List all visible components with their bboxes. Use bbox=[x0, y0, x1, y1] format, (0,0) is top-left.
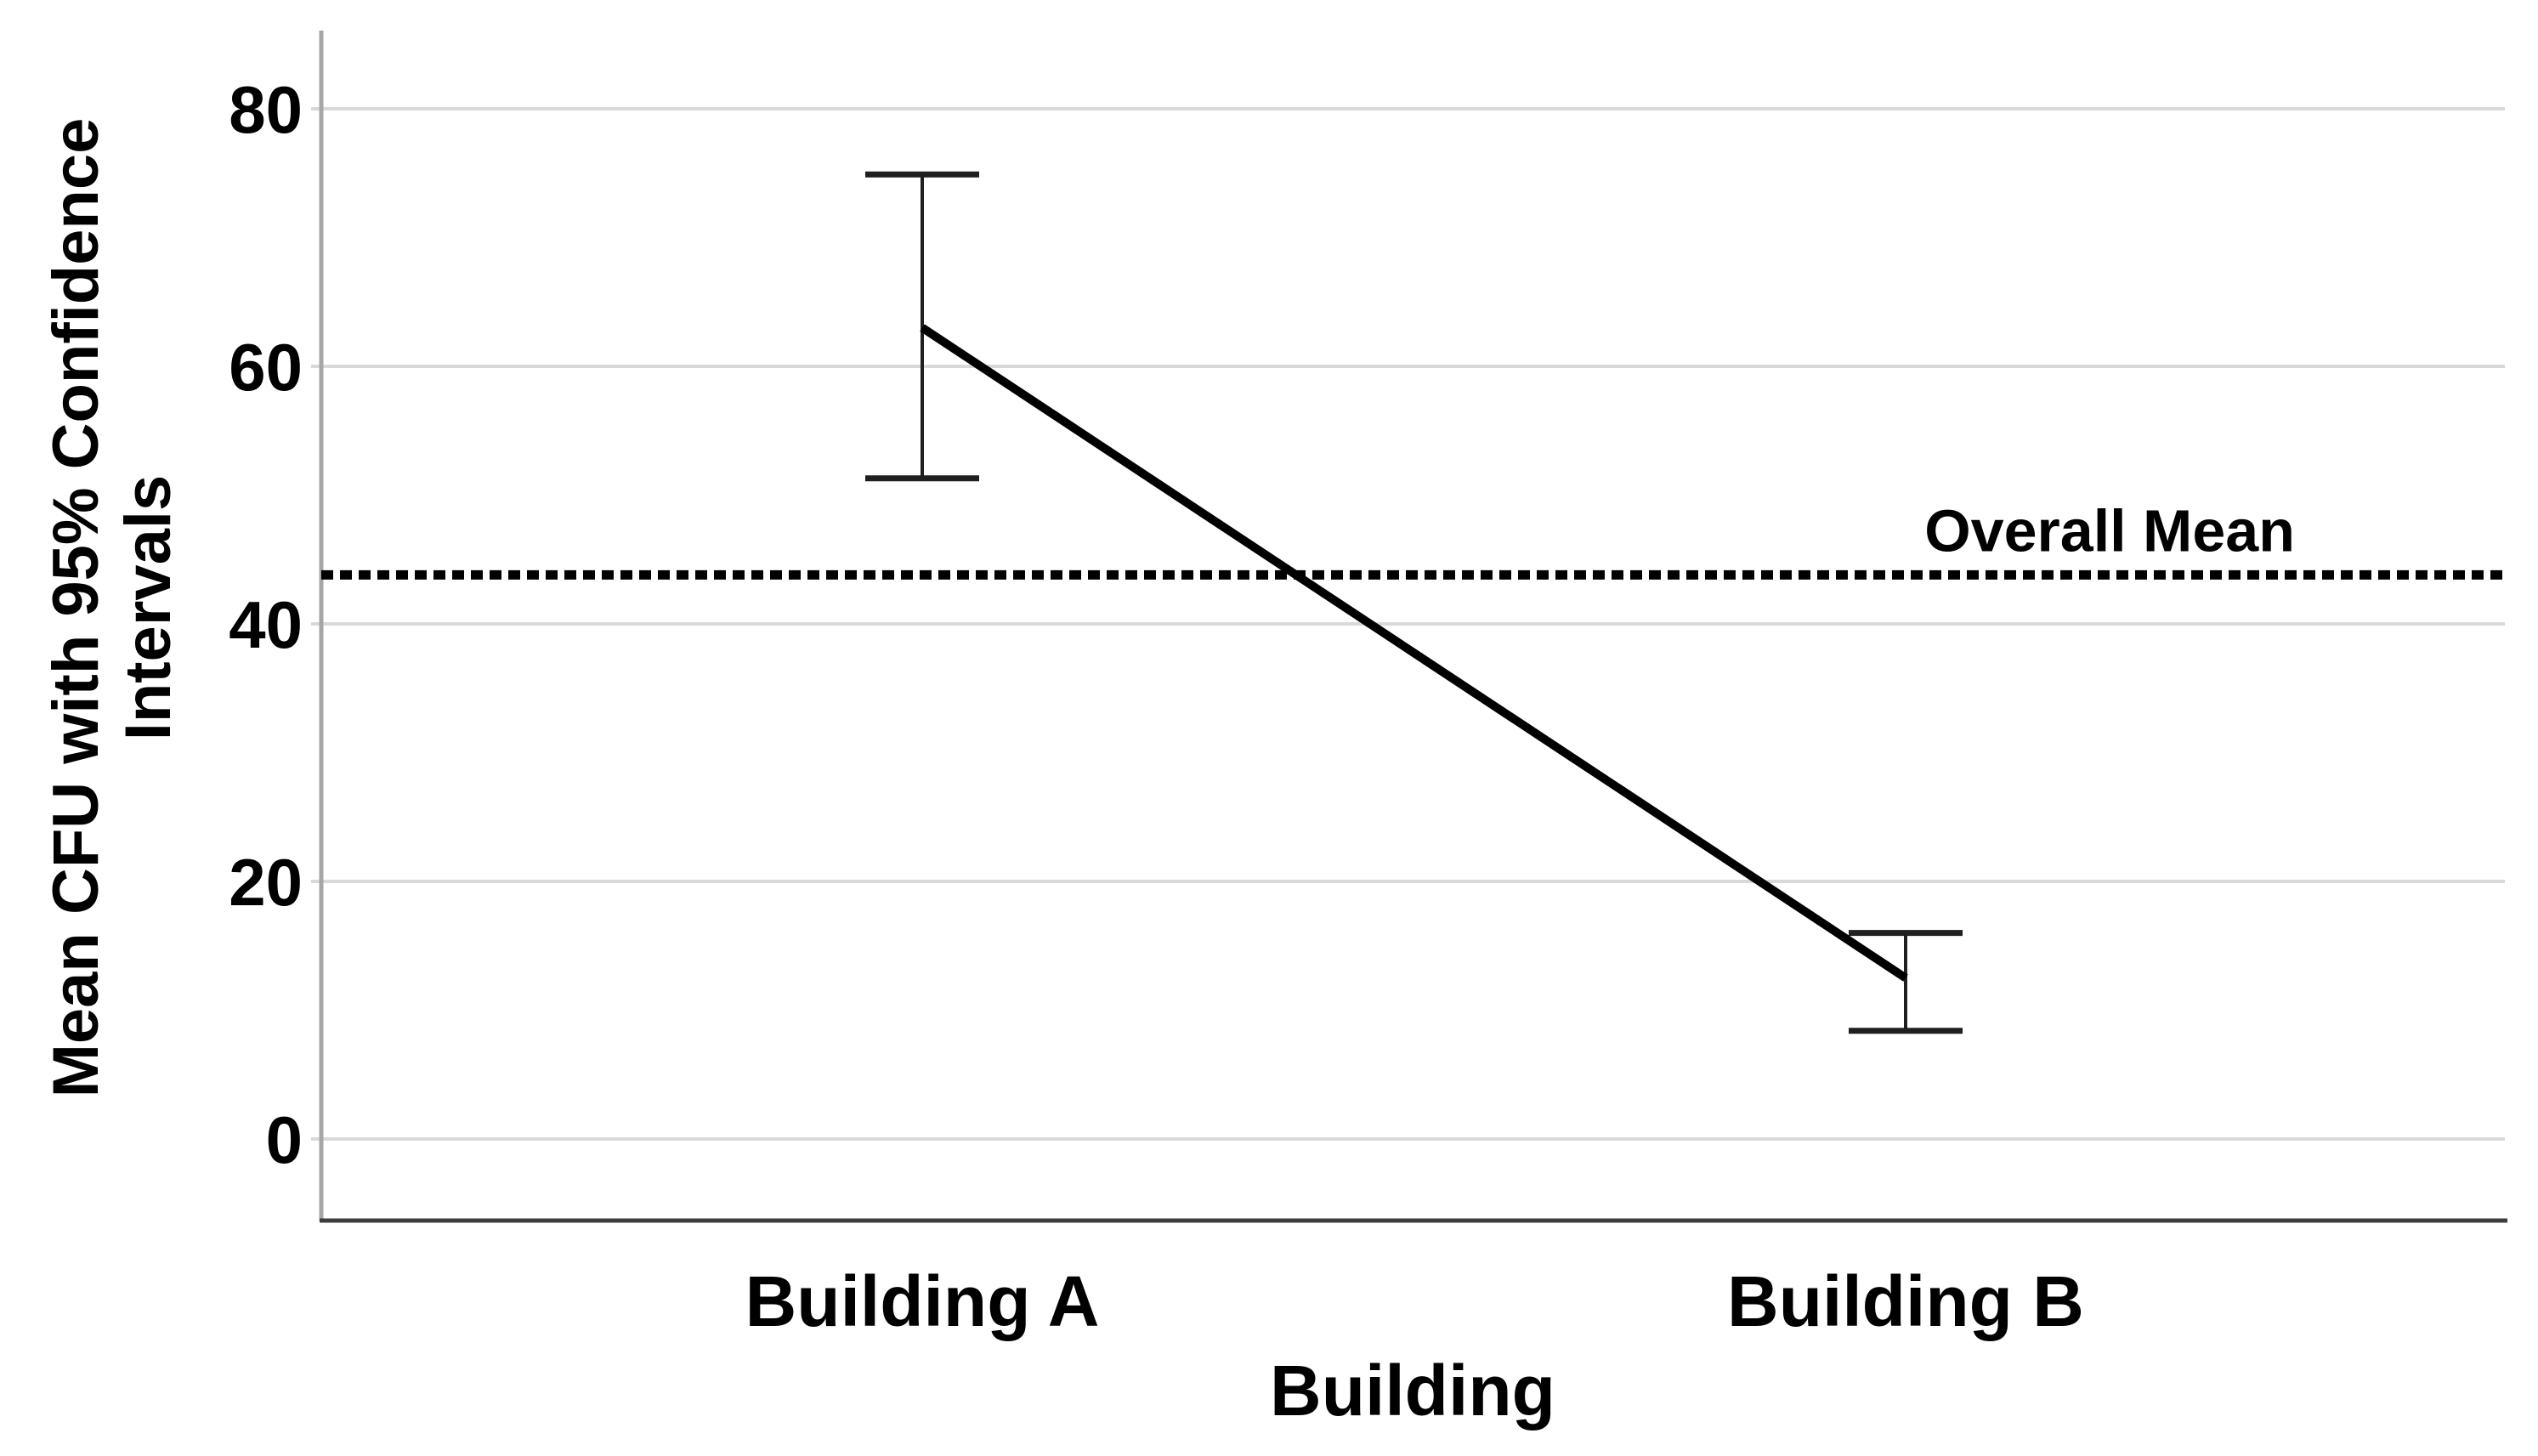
x-category-label-a: Building A bbox=[745, 1261, 1100, 1341]
y-tick-label-80: 80 bbox=[229, 72, 303, 147]
y-tick-label-40: 40 bbox=[229, 587, 303, 662]
gridlines bbox=[311, 107, 2505, 1141]
x-category-label-b: Building B bbox=[1727, 1261, 2084, 1341]
y-tick-label-20: 20 bbox=[229, 845, 303, 920]
x-axis-title: Building bbox=[1270, 1351, 1555, 1431]
y-tick-label-60: 60 bbox=[229, 330, 303, 405]
mean-line bbox=[920, 324, 1908, 982]
y-tick-label-0: 0 bbox=[266, 1102, 303, 1177]
error-bars bbox=[865, 171, 1963, 1034]
series-line-group bbox=[920, 324, 1908, 982]
y-axis-title-line-2: Intervals bbox=[112, 475, 184, 741]
reference-line-group: Overall Mean bbox=[321, 497, 2505, 580]
overall-mean-label: Overall Mean bbox=[1924, 497, 2295, 564]
y-axis-title-line-1: Mean CFU with 95% Confidence bbox=[40, 118, 112, 1098]
y-axis-title: Mean CFU with 95% ConfidenceIntervals bbox=[40, 118, 184, 1098]
axes bbox=[319, 31, 2507, 1223]
axis-labels: 0 20 40 60 80 Building A Building B Building Mea… bbox=[40, 72, 2084, 1431]
